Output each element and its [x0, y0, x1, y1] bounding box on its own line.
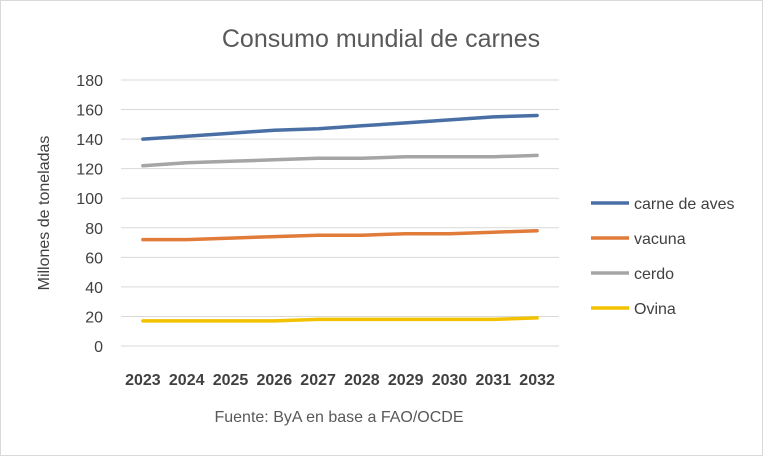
y-tick-label: 180	[76, 73, 103, 90]
x-tick-label: 2031	[476, 372, 512, 389]
legend-label: cerdo	[634, 266, 674, 283]
chart-title: Consumo mundial de carnes	[222, 25, 540, 53]
x-tick-label: 2028	[344, 372, 380, 389]
x-tick-label: 2030	[432, 372, 468, 389]
series-line-carne-de-aves	[141, 113, 539, 141]
x-tick-label: 2029	[388, 372, 424, 389]
x-tick-label: 2032	[519, 372, 555, 389]
legend-label: carne de aves	[634, 196, 735, 213]
x-axis-ticks: 2023 2024 2025 2026 2027 2028 2029 2030 2031 2032	[125, 372, 555, 389]
y-tick-label: 140	[76, 132, 103, 149]
series-line-ovina	[141, 316, 539, 323]
x-tick-label: 2026	[257, 372, 293, 389]
y-tick-label: 100	[76, 191, 103, 208]
x-tick-label: 2024	[169, 372, 205, 389]
x-tick-label: 2025	[213, 372, 249, 389]
series-line-cerdo	[141, 153, 539, 168]
y-axis-label: Millones de toneladas	[36, 136, 53, 291]
gridlines	[121, 79, 559, 347]
x-tick-label: 2023	[125, 372, 161, 389]
legend-label: vacuna	[634, 231, 686, 248]
y-tick-label: 80	[85, 221, 103, 238]
y-tick-label: 60	[85, 250, 103, 267]
y-tick-label: 160	[76, 103, 103, 120]
series-line-vacuna	[141, 228, 539, 242]
legend: carne de aves vacuna cerdo Ovina	[591, 196, 735, 318]
y-tick-label: 0	[94, 339, 103, 356]
series-lines	[141, 113, 539, 323]
legend-label: Ovina	[634, 301, 676, 318]
y-axis-ticks: 0 20 40 60 80 100 120 140 160 180	[76, 73, 103, 356]
y-tick-label: 40	[85, 280, 103, 297]
x-tick-label: 2027	[300, 372, 336, 389]
source-note: Fuente: ByA en base a FAO/OCDE	[214, 409, 463, 426]
y-tick-label: 120	[76, 162, 103, 179]
y-tick-label: 20	[85, 309, 103, 326]
